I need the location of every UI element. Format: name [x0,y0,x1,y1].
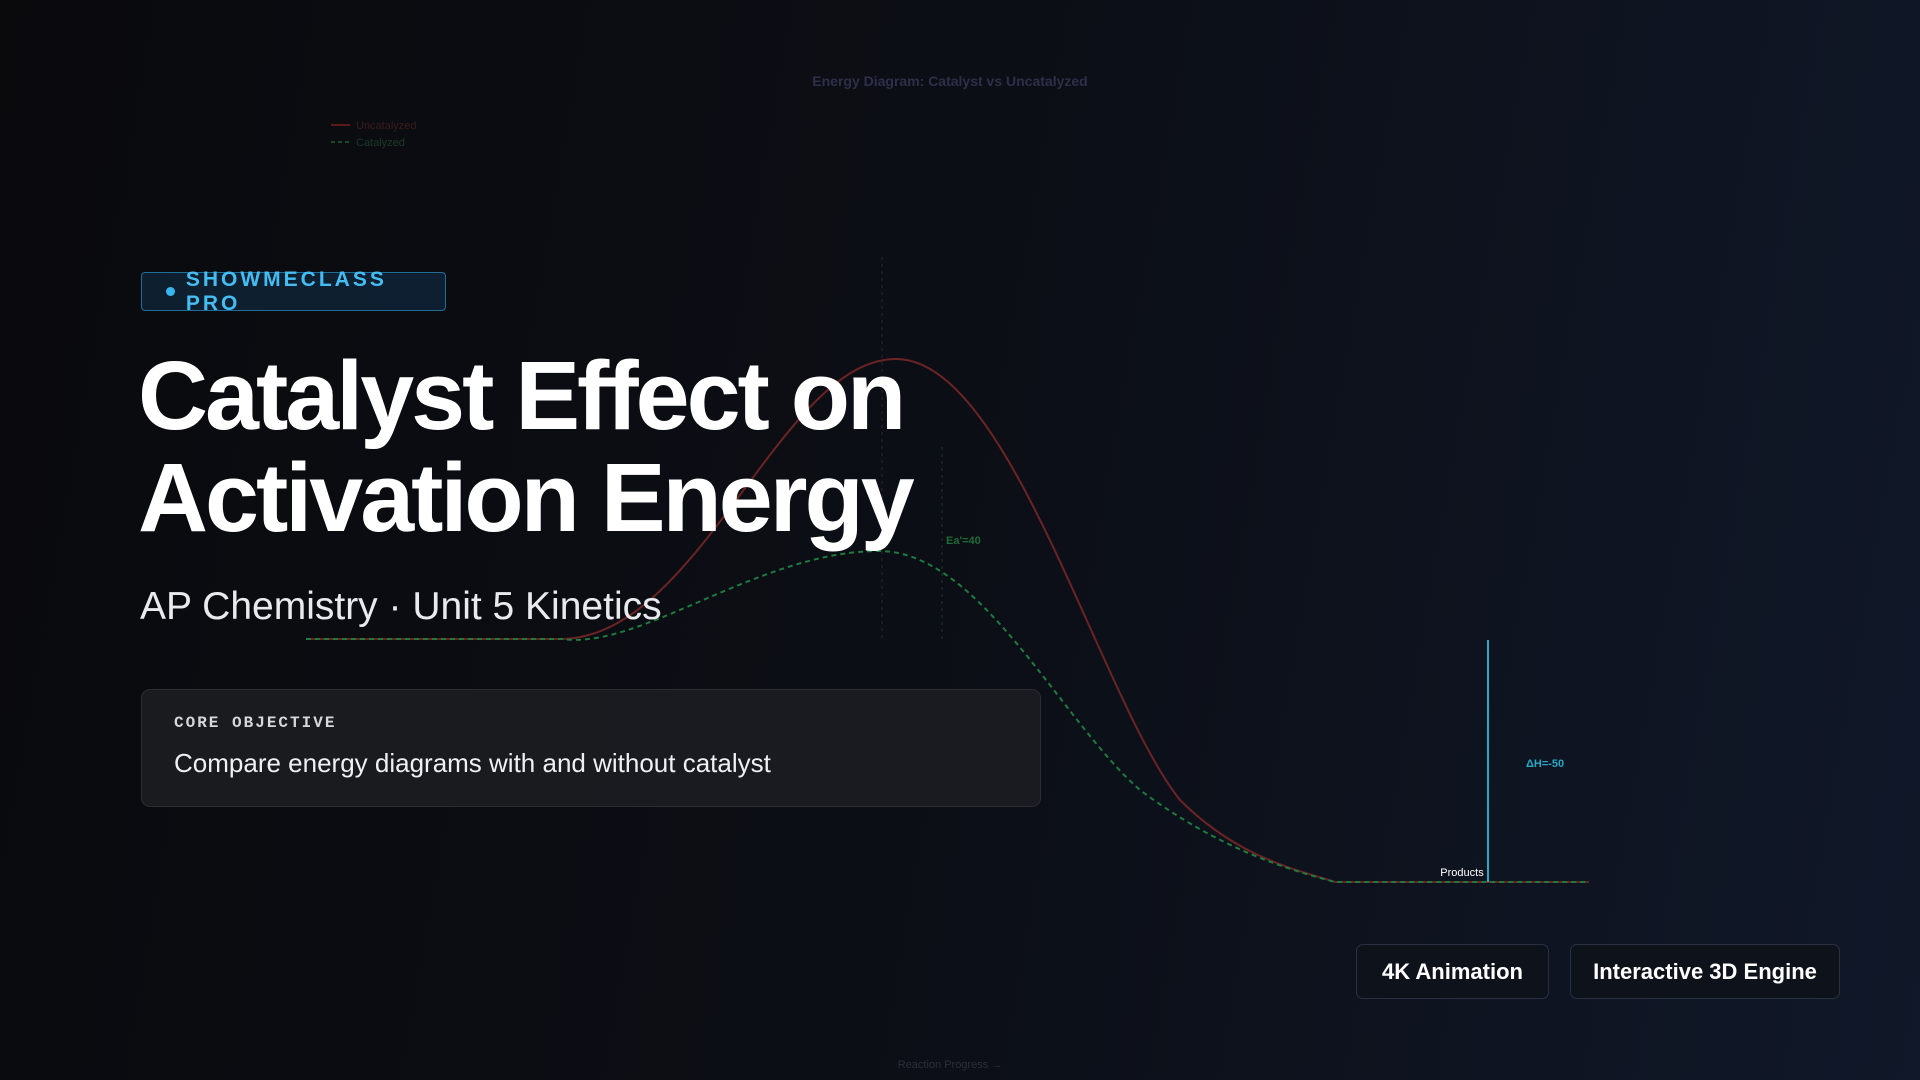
products-label: Products [1440,867,1484,879]
title: Catalyst Effect on Activation Energy [138,341,915,552]
uncatalyzed-curve [306,357,1589,883]
diagram-title: Energy Diagram: Catalyst vs Uncatalyzed [812,73,1087,89]
x-axis-label: Reaction Progress → [898,1059,1003,1071]
objective-label: CORE OBJECTIVE [174,714,337,732]
tag: 4K Animation [1356,944,1549,999]
badge-dot [166,287,175,296]
tag: Interactive 3D Engine [1570,944,1840,999]
badge-text: SHOWMECLASS PRO [185,267,387,315]
badge: SHOWMECLASS PRO [141,268,446,315]
subtitle: AP Chemistry · Unit 5 Kinetics [140,585,662,628]
title-line: Activation Energy [138,443,915,552]
legend-label: Catalyzed [356,137,405,149]
objective-card: CORE OBJECTIVE Compare energy diagrams w… [141,689,1041,807]
delta-h-label: ΔH=-50 [1526,758,1564,770]
catalyzed-curve [306,549,1589,883]
legend-label: Uncatalyzed [356,120,417,132]
title-line: Catalyst Effect on [138,341,906,450]
objective-text: Compare energy diagrams with and without… [174,748,771,778]
ea-label: Ea'=40 [946,535,981,547]
